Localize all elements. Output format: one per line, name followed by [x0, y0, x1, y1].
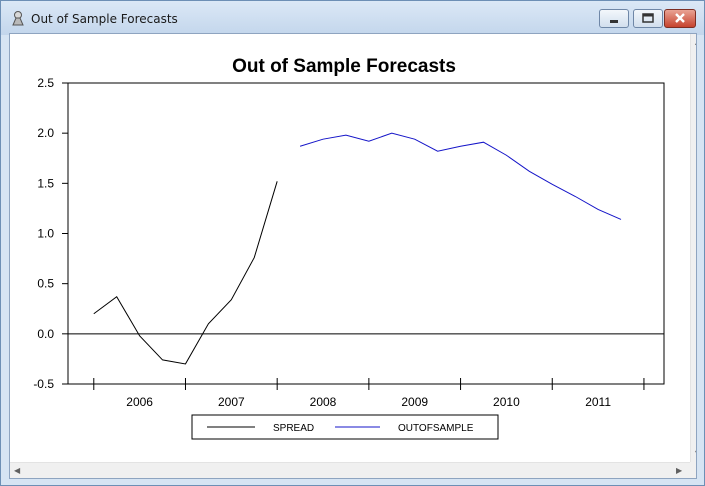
- x-tick-label: 2008: [310, 395, 337, 409]
- chart-title: Out of Sample Forecasts: [232, 56, 456, 77]
- plot-area: [67, 82, 665, 385]
- x-tick-label: 2009: [401, 395, 428, 409]
- x-tick-label: 2011: [585, 395, 611, 409]
- scroll-right-icon[interactable]: ▶: [676, 466, 683, 475]
- title-bar[interactable]: Out of Sample Forecasts: [1, 1, 704, 35]
- y-tick-label: 0.0: [37, 327, 54, 341]
- series-layer: [93, 132, 622, 365]
- y-tick-label: 0.5: [37, 277, 54, 291]
- app-icon: [12, 11, 24, 26]
- y-tick-label: 1.0: [37, 227, 54, 241]
- legend-label-spread: SPREAD: [273, 423, 314, 434]
- close-icon: [675, 13, 685, 23]
- y-tick-label: 1.5: [37, 176, 54, 190]
- x-axis: 2006 2007 2008 2009 2010 2011: [93, 378, 645, 409]
- chart-canvas: Out of Sample Forecasts -0.5 0.0 0.5 1.0 1.5…: [33, 56, 665, 440]
- window-title: Out of Sample Forecasts: [31, 12, 178, 26]
- maximize-button[interactable]: [633, 9, 663, 28]
- y-tick-label: -0.5: [33, 377, 54, 391]
- scroll-down-icon[interactable]: ▼: [695, 450, 696, 458]
- x-tick-label: 2007: [218, 395, 245, 409]
- y-axis: -0.5 0.0 0.5 1.0 1.5 2.0 2.5: [33, 76, 68, 391]
- close-button[interactable]: [664, 9, 696, 28]
- y-tick-label: 2.5: [37, 76, 54, 90]
- scroll-left-icon[interactable]: ◀: [14, 466, 21, 475]
- series-line-outofsample: [299, 132, 622, 220]
- vertical-scrollbar[interactable]: ▲ ▼: [690, 34, 696, 462]
- minimize-button[interactable]: [599, 9, 629, 28]
- scroll-corner: [690, 462, 696, 478]
- scroll-up-icon[interactable]: ▲: [695, 38, 696, 46]
- minimize-icon: [610, 20, 618, 23]
- y-tick-label: 2.0: [37, 126, 54, 140]
- legend-label-outofsample: OUTOFSAMPLE: [398, 423, 474, 434]
- horizontal-scrollbar[interactable]: ◀ ▶: [10, 462, 690, 478]
- x-tick-label: 2010: [493, 395, 520, 409]
- chart-client-area: Out of Sample Forecasts -0.5 0.0 0.5 1.0 1.5…: [9, 33, 697, 479]
- series-line-spread: [93, 181, 278, 365]
- maximize-icon: [642, 13, 654, 23]
- x-tick-label: 2006: [126, 395, 153, 409]
- legend: SPREAD OUTOFSAMPLE: [191, 414, 499, 440]
